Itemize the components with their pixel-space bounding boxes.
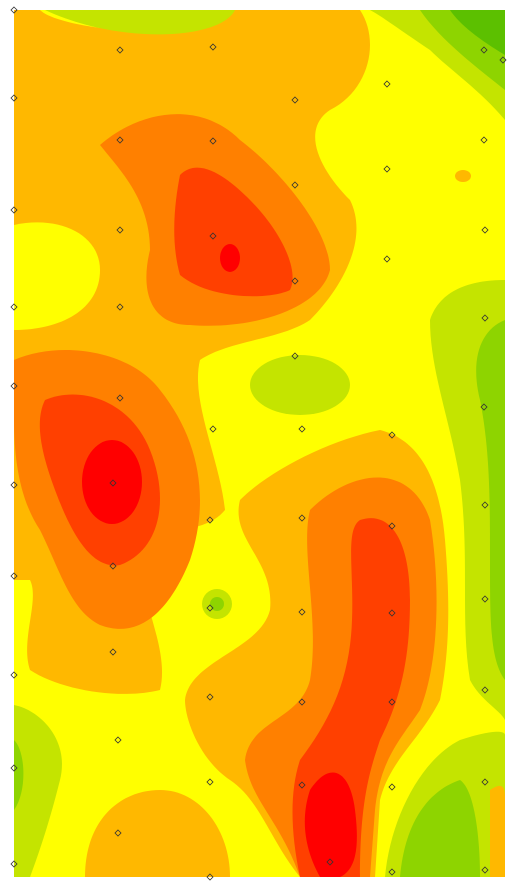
- sample-point: [109, 648, 117, 656]
- sample-point: [206, 873, 214, 881]
- sample-point: [116, 394, 124, 402]
- sample-point: [291, 277, 299, 285]
- contour-band: [174, 167, 293, 297]
- sample-points: [10, 6, 507, 881]
- sample-point: [10, 382, 18, 390]
- contour-band: [476, 320, 505, 680]
- sample-point: [10, 860, 18, 868]
- contour-layers: [14, 10, 505, 877]
- sample-point: [291, 181, 299, 189]
- sample-point: [499, 56, 507, 64]
- sample-point: [388, 609, 396, 617]
- sample-point: [10, 481, 18, 489]
- sample-point: [206, 693, 214, 701]
- sample-point: [388, 431, 396, 439]
- contour-band: [490, 785, 505, 877]
- contour-band: [14, 740, 24, 810]
- sample-point: [114, 736, 122, 744]
- contour-band: [82, 440, 142, 524]
- sample-point: [291, 352, 299, 360]
- sample-point: [481, 226, 489, 234]
- sample-point: [298, 425, 306, 433]
- sample-point: [383, 255, 391, 263]
- sample-point: [209, 425, 217, 433]
- sample-point: [206, 604, 214, 612]
- contour-band: [400, 780, 480, 877]
- sample-point: [116, 46, 124, 54]
- sample-point: [388, 522, 396, 530]
- contour-band: [304, 772, 357, 877]
- sample-point: [298, 781, 306, 789]
- sample-point: [209, 43, 217, 51]
- sample-point: [116, 226, 124, 234]
- sample-point: [298, 514, 306, 522]
- sample-point: [298, 698, 306, 706]
- sample-point: [388, 868, 396, 876]
- sample-point: [480, 46, 488, 54]
- sample-point: [388, 783, 396, 791]
- sample-point: [298, 608, 306, 616]
- sample-point: [481, 501, 489, 509]
- contour-band: [14, 705, 62, 877]
- sample-point: [116, 303, 124, 311]
- sample-point: [481, 314, 489, 322]
- sample-point: [383, 80, 391, 88]
- sample-point: [109, 479, 117, 487]
- sample-point: [481, 866, 489, 874]
- sample-point: [10, 671, 18, 679]
- sample-point: [209, 137, 217, 145]
- sample-point: [481, 778, 489, 786]
- contour-band: [220, 244, 240, 272]
- sample-point: [326, 858, 334, 866]
- sample-point: [114, 829, 122, 837]
- sample-point: [480, 403, 488, 411]
- sample-point: [10, 572, 18, 580]
- sample-point: [109, 562, 117, 570]
- sample-point: [10, 206, 18, 214]
- sample-point: [116, 136, 124, 144]
- sample-point: [481, 686, 489, 694]
- contour-band: [455, 170, 471, 182]
- sample-point: [480, 136, 488, 144]
- sample-point: [206, 778, 214, 786]
- contour-band: [450, 10, 505, 55]
- sample-point: [10, 764, 18, 772]
- contour-band: [45, 10, 235, 35]
- contour-band: [85, 790, 230, 877]
- sample-point: [388, 698, 396, 706]
- sample-point: [10, 303, 18, 311]
- contour-band: [210, 597, 224, 611]
- contour-band: [250, 355, 350, 415]
- sample-point: [209, 232, 217, 240]
- contour-band: [14, 222, 100, 330]
- sample-point: [291, 96, 299, 104]
- sample-point: [10, 6, 18, 14]
- sample-point: [481, 595, 489, 603]
- sample-point: [206, 516, 214, 524]
- sample-point: [383, 165, 391, 173]
- sample-point: [10, 94, 18, 102]
